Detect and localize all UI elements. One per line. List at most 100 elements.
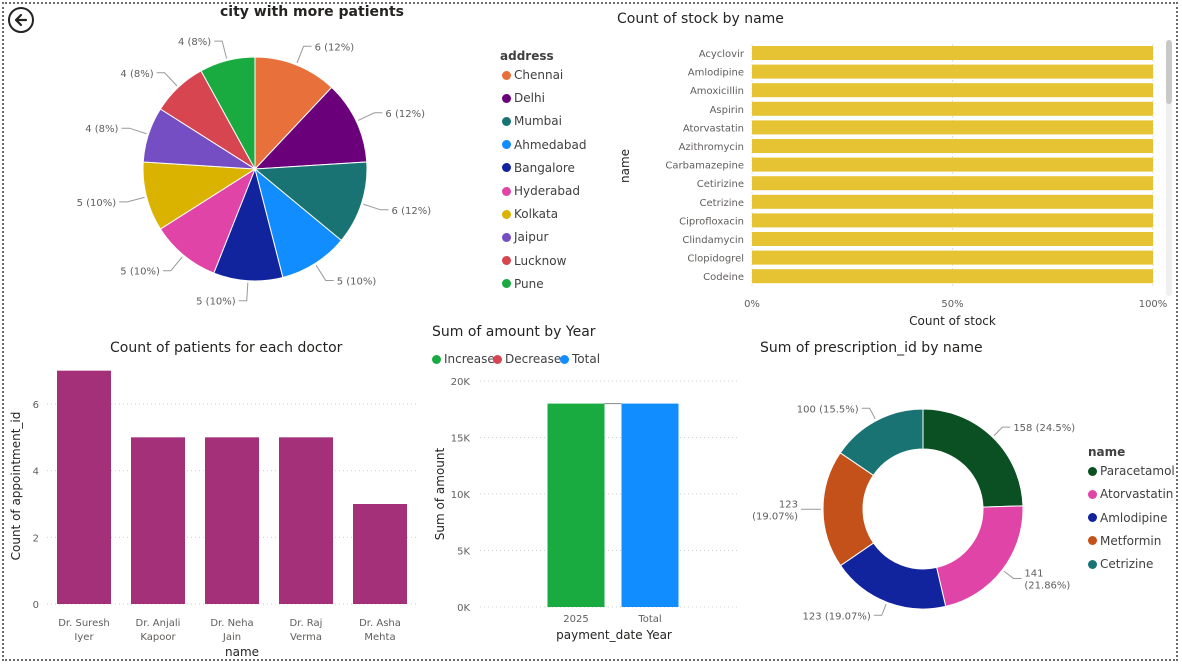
waterfall-y-tick: 5K	[457, 547, 470, 558]
legend-label: Total	[572, 352, 601, 366]
donut-data-label: 100 (15.5%)	[797, 404, 859, 415]
stock-bar-ciprofloxacin	[752, 213, 1153, 228]
legend-label: Increase	[444, 352, 495, 366]
amount-waterfall-chart[interactable]: 0K 5K 10K 15K 20K 2025 Total payment_date Year S…	[425, 370, 745, 655]
stock-category-label: Cetrizine	[700, 198, 744, 209]
doctor-x-tick: Iyer	[74, 632, 94, 643]
pie-data-label: 6 (12%)	[315, 42, 355, 53]
legend-marker	[493, 354, 502, 364]
doctor-bar-dr-asha-mehta	[353, 504, 407, 604]
doctor-x-tick: Kapoor	[140, 632, 176, 643]
city-pie-chart[interactable]: 6 (12%) 6 (12%) 6 (12%) 5 (10%) 5 (10%) 5 (10…	[60, 30, 450, 320]
pie-slice-delhi	[253, 86, 368, 170]
stock-bar-acyclovir	[752, 46, 1153, 60]
donut-leader-line	[861, 407, 876, 420]
donut-chart-title: Sum of prescription_id by name	[760, 340, 983, 356]
legend-marker	[502, 116, 511, 126]
scrollbar-thumb	[1166, 40, 1172, 104]
legend-item-hyderabad[interactable]: Hyderabad	[502, 184, 580, 198]
legend-label: Amlodipine	[1100, 510, 1168, 525]
donut-data-label: (21.86%)	[1024, 580, 1070, 591]
waterfall-chart-title: Sum of amount by Year	[432, 324, 596, 340]
pie-data-label: 6 (12%)	[385, 109, 425, 120]
legend-item-total[interactable]: Total	[560, 352, 600, 366]
legend-item-decrease[interactable]: Decrease	[493, 352, 561, 366]
waterfall-y-tick: 0K	[457, 603, 470, 614]
legend-item-jaipur[interactable]: Jaipur	[502, 230, 548, 244]
doctor-y-axis-title: Count of appointment_id	[9, 412, 23, 561]
legend-label: Decrease	[505, 352, 562, 366]
legend-item-chennai[interactable]: Chennai	[502, 68, 563, 82]
doctor-y-tick: 6	[33, 400, 39, 411]
legend-item-atorvastatin[interactable]: Atorvastatin	[1088, 487, 1173, 501]
prescription-donut-chart[interactable]: 158 (24.5%) 141(21.86%) 123 (19.07%) 123(19…	[748, 380, 1078, 640]
legend-label: Ahmedabad	[514, 137, 587, 152]
legend-item-amlodipine[interactable]: Amlodipine	[1088, 511, 1167, 525]
waterfall-y-tick: 10K	[451, 490, 471, 501]
pie-data-label: 6 (12%)	[392, 206, 432, 217]
doctor-x-tick: Dr. Asha	[359, 618, 401, 629]
legend-label: Jaipur	[514, 230, 549, 245]
legend-item-bangalore[interactable]: Bangalore	[502, 161, 575, 175]
legend-item-delhi[interactable]: Delhi	[502, 91, 545, 105]
legend-marker	[560, 354, 569, 364]
doctor-x-tick: Dr. Neha	[210, 618, 253, 629]
doctor-x-tick: Dr. Anjali	[136, 618, 181, 629]
legend-item-kolkata[interactable]: Kolkata	[502, 207, 558, 221]
donut-data-label: 158 (24.5%)	[1013, 423, 1075, 434]
legend-item-cetrizine[interactable]: Cetrizine	[1088, 557, 1153, 571]
legend-item-ahmedabad[interactable]: Ahmedabad	[502, 138, 586, 152]
donut-slice-paracetamol	[922, 408, 1024, 508]
waterfall-y-axis-title: Sum of amount	[433, 448, 447, 541]
legend-label: Hyderabad	[514, 184, 580, 198]
pie-leader-line	[119, 196, 145, 203]
donut-data-label: (19.07%)	[752, 511, 798, 522]
doctor-bar-dr-anjali-kapoor	[131, 437, 185, 604]
stock-category-label: Acyclovir	[699, 49, 745, 60]
pie-leader-line	[363, 203, 389, 211]
pie-data-label: 4 (8%)	[178, 37, 211, 48]
legend-item-paracetamol[interactable]: Paracetamol	[1088, 464, 1175, 478]
doctor-bar-dr-raj-verma	[279, 437, 333, 604]
donut-slice-cetrizine	[839, 408, 924, 476]
doctor-bar-dr-suresh-iyer	[57, 370, 111, 604]
stock-bar-amlodipine	[752, 64, 1153, 79]
legend-item-metformin[interactable]: Metformin	[1088, 534, 1161, 548]
doctor-bar-dr-neha-jain	[205, 437, 259, 604]
legend-label: Delhi	[514, 91, 545, 106]
pie-data-label: 5 (10%)	[77, 198, 117, 209]
legend-label: Chennai	[514, 68, 564, 82]
stock-category-label: Aspirin	[710, 105, 744, 116]
pie-chart-title: city with more patients	[220, 4, 404, 20]
doctor-x-axis-title: name	[225, 645, 259, 659]
donut-leader-line	[993, 426, 1011, 437]
pie-data-label: 5 (10%)	[196, 297, 236, 308]
doctor-x-tick: Mehta	[364, 632, 395, 643]
stock-category-label: Amoxicillin	[690, 86, 744, 97]
legend-label: Cetrizine	[1100, 557, 1154, 572]
legend-marker	[502, 209, 511, 219]
stock-category-label: Codeine	[703, 272, 744, 283]
doctor-bar-chart[interactable]: 0 2 4 6 Dr. Suresh Iyer Dr. Anjali Kapoor Dr. Ne…	[0, 358, 425, 660]
stock-bar-clindamycin	[752, 232, 1153, 246]
legend-item-pune[interactable]: Pune	[502, 277, 544, 291]
pie-slice-mumbai	[253, 161, 368, 242]
doctor-y-tick: 4	[33, 467, 39, 478]
waterfall-x-tick: 2025	[563, 614, 588, 625]
legend-item-lucknow[interactable]: Lucknow	[502, 254, 566, 268]
legend-label: Atorvastatin	[1100, 487, 1174, 502]
pie-leader-line	[357, 112, 383, 121]
stock-x-tick: 100%	[1139, 299, 1168, 310]
donut-legend-title: name	[1088, 445, 1126, 459]
stock-category-label: Carbamazepine	[665, 161, 744, 172]
stock-bar-chart[interactable]: Acyclovir Amlodipine Amoxicillin Aspirin Ato…	[610, 36, 1175, 332]
pie-data-label: 5 (10%)	[337, 276, 377, 287]
doctor-x-tick: Dr. Suresh	[58, 618, 110, 629]
back-button[interactable]	[8, 7, 34, 33]
stock-bar-codeine	[752, 269, 1153, 284]
legend-item-increase[interactable]: Increase	[432, 352, 495, 366]
legend-item-mumbai[interactable]: Mumbai	[502, 114, 562, 128]
stock-bar-azithromycin	[752, 139, 1153, 153]
pie-leader-line	[296, 45, 312, 64]
waterfall-bar-total	[621, 403, 679, 607]
